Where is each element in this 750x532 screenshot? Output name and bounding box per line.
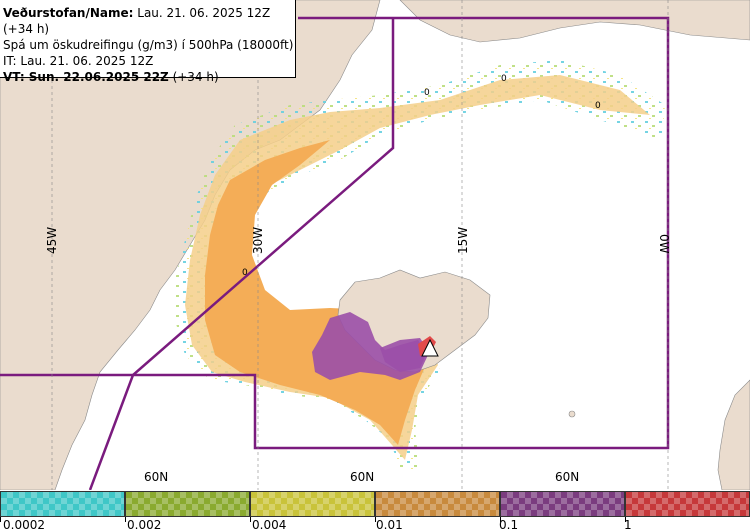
lon-label-30w: 30W bbox=[251, 227, 265, 254]
zero-label: 0 bbox=[595, 101, 601, 111]
legend-label-5: 1 bbox=[624, 518, 632, 532]
legend-tick bbox=[250, 517, 251, 522]
info-vt-rest: (+34 h) bbox=[168, 70, 219, 84]
info-line-1: Veðurstofan/Name: Lau. 21. 06. 2025 12Z … bbox=[3, 5, 295, 37]
legend-label-4: 0.1 bbox=[499, 518, 519, 532]
legend-label-3: 0.01 bbox=[376, 518, 403, 532]
info-vt-label: VT: Sun. 22.06.2025 22Z bbox=[3, 70, 169, 84]
legend-label-0: 0.0002 bbox=[3, 518, 45, 532]
legend-label-2: 0.004 bbox=[252, 518, 287, 532]
legend-swatch-1 bbox=[125, 491, 250, 517]
volcano-marker bbox=[421, 338, 439, 357]
legend-swatch-0 bbox=[0, 491, 125, 517]
zero-label: 0 bbox=[242, 268, 248, 278]
info-name-label: Veðurstofan/Name: bbox=[3, 6, 134, 20]
legend-swatch-5 bbox=[625, 491, 750, 517]
concentration-legend: 0.0002 0.002 0.004 0.01 0.1 1 bbox=[0, 491, 750, 532]
legend-tick bbox=[625, 517, 626, 522]
legend-swatch-4 bbox=[500, 491, 625, 517]
lat-label-60n-b: 60N bbox=[350, 470, 374, 484]
legend-swatch-3 bbox=[375, 491, 500, 517]
lat-label-60n-c: 60N bbox=[555, 470, 579, 484]
lon-label-45w: 45W bbox=[45, 227, 59, 254]
ash-forecast-map: 45W 30W 15W 0W 60N 60N 60N 0 0 0 0 bbox=[0, 0, 750, 490]
legend-label-1: 0.002 bbox=[127, 518, 162, 532]
info-line-2: Spá um öskudreifingu (g/m3) í 500hPa (18… bbox=[3, 38, 294, 52]
lon-label-0w: 0W bbox=[657, 234, 671, 254]
zero-label: 0 bbox=[501, 74, 507, 84]
legend-tick bbox=[375, 517, 376, 522]
legend-tick bbox=[500, 517, 501, 522]
info-line-4: VT: Sun. 22.06.2025 22Z (+34 h) bbox=[3, 69, 295, 85]
faroe-islands bbox=[568, 410, 576, 418]
ash-purple-patch bbox=[380, 338, 428, 372]
info-line-3: IT: Lau. 21. 06. 2025 12Z bbox=[3, 54, 154, 68]
norway-coast bbox=[717, 379, 750, 490]
zero-label: 0 bbox=[424, 88, 430, 98]
legend-swatch-2 bbox=[250, 491, 375, 517]
legend-tick bbox=[125, 517, 126, 522]
info-name-value: Lau. 21. 06. 2025 12Z (+34 h) bbox=[3, 6, 271, 36]
lat-label-60n-a: 60N bbox=[144, 470, 168, 484]
lon-label-15w: 15W bbox=[456, 227, 470, 254]
forecast-info-box: Veðurstofan/Name: Lau. 21. 06. 2025 12Z … bbox=[0, 0, 296, 84]
legend-tick bbox=[0, 517, 1, 522]
northern-land bbox=[399, 0, 750, 43]
longitude-gridlines bbox=[51, 0, 669, 490]
